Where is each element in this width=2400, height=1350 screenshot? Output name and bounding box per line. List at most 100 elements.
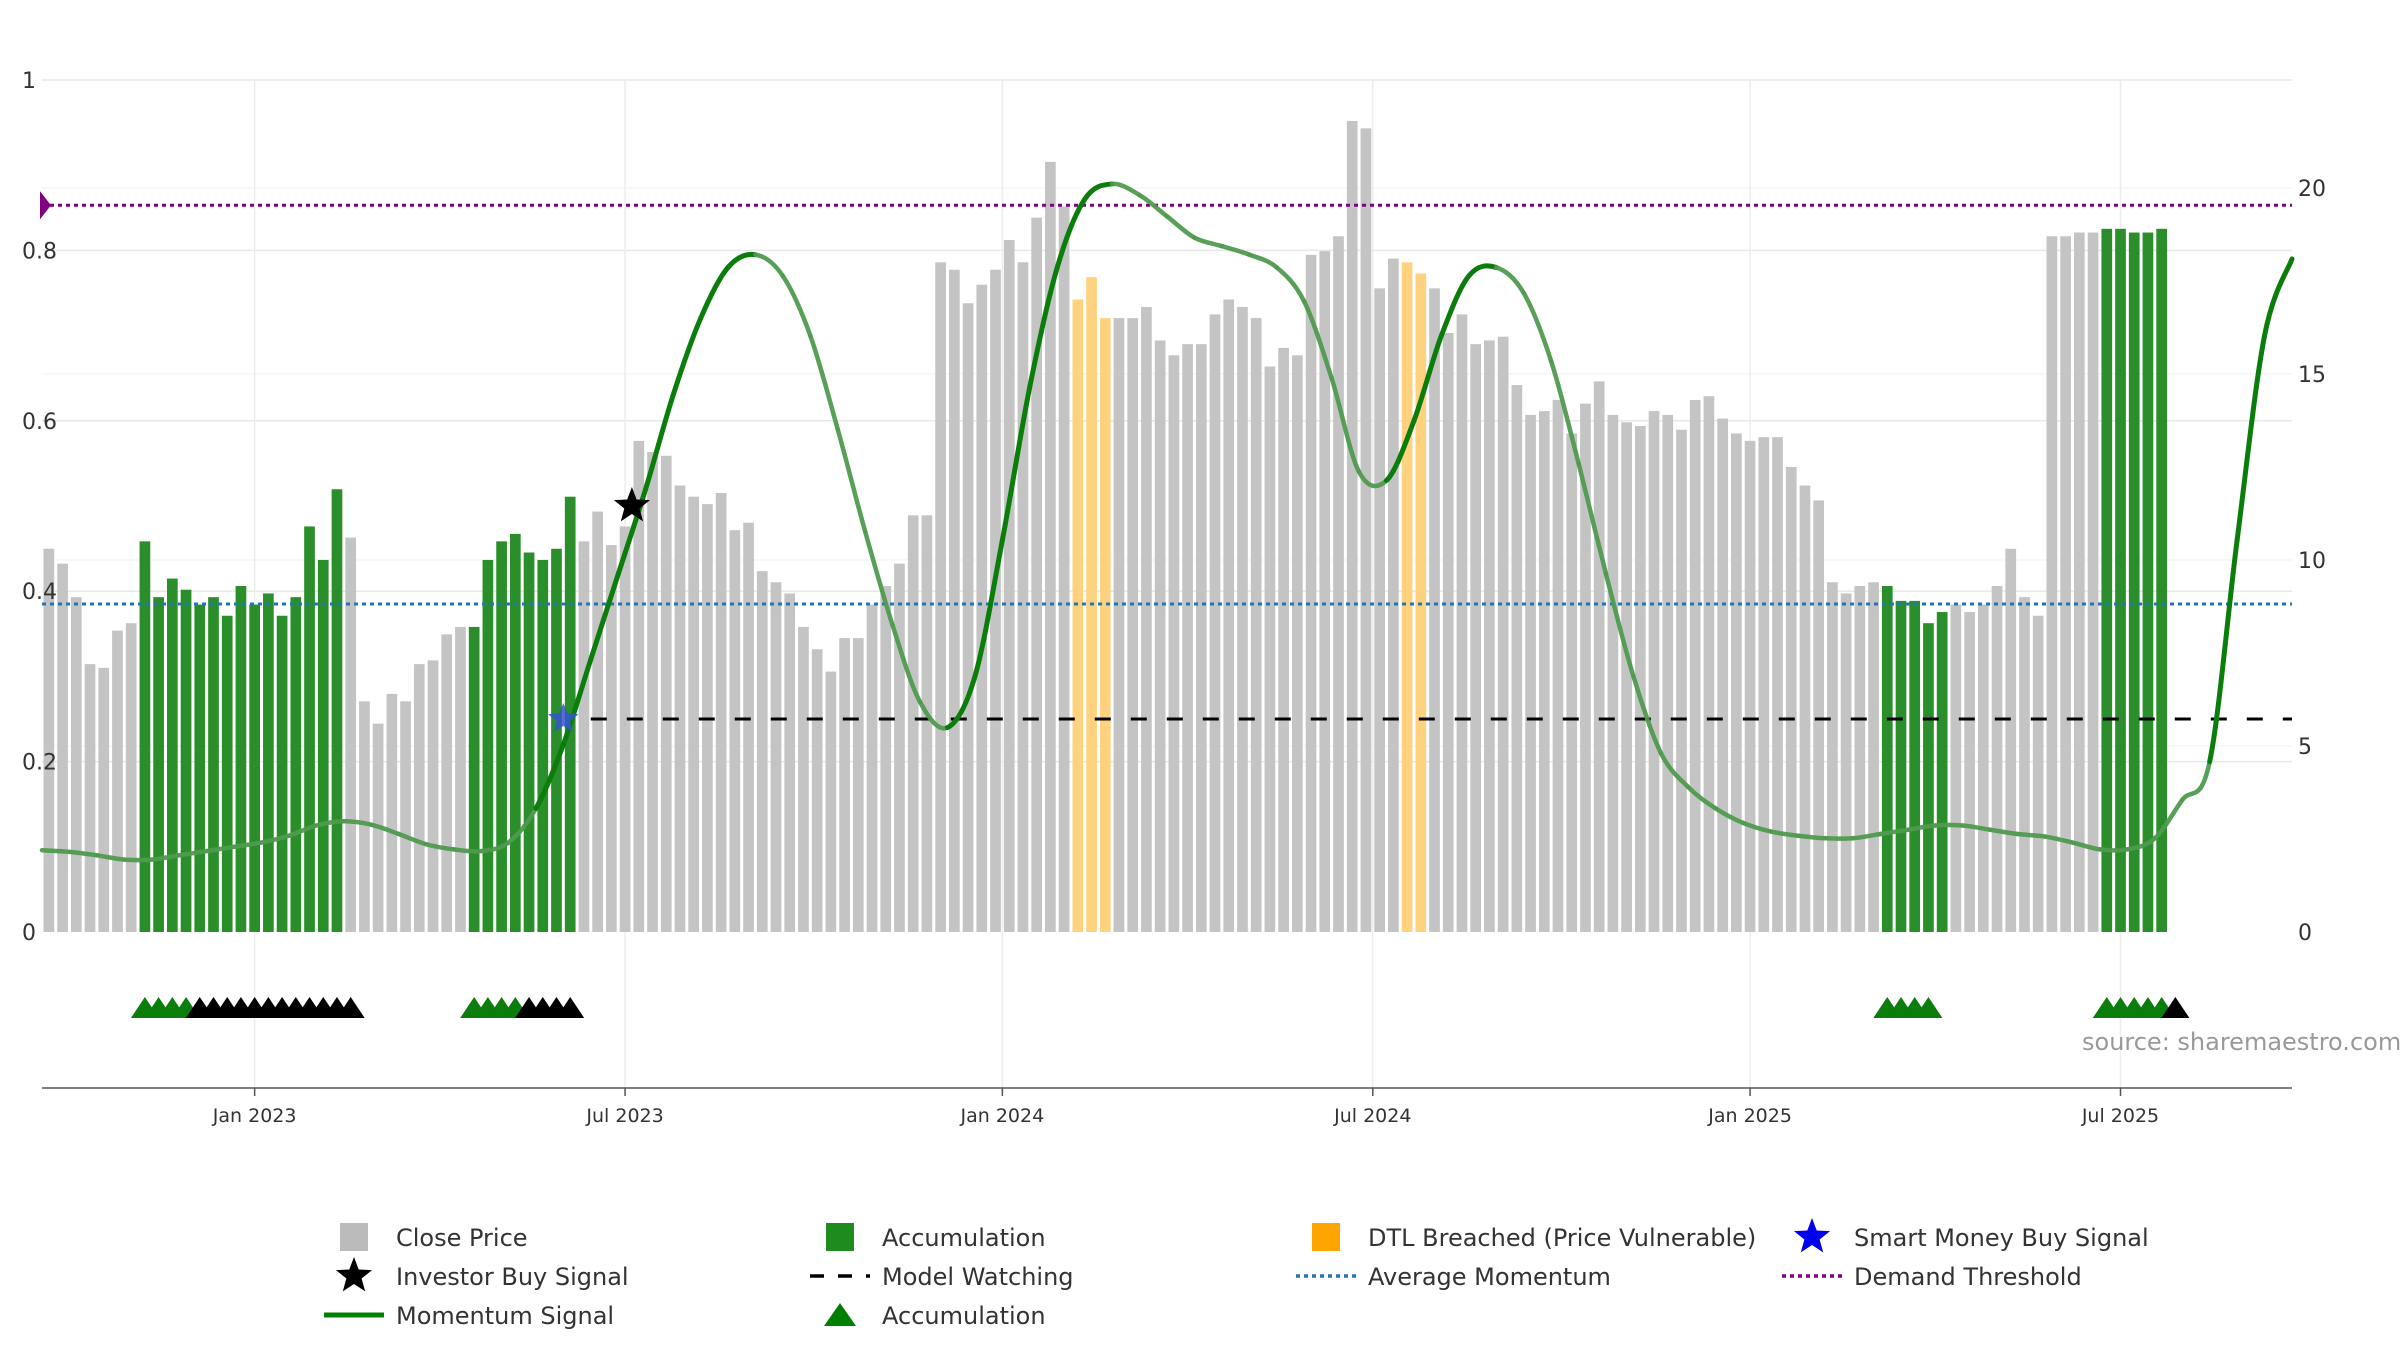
momentum-signal-segment-faded bbox=[122, 857, 155, 863]
close-price-bar bbox=[1717, 418, 1728, 932]
close-price-bar bbox=[1566, 433, 1578, 932]
accumulation-bar bbox=[317, 559, 329, 932]
investor-buy-signal-star bbox=[613, 487, 650, 522]
close-price-bar bbox=[1209, 314, 1221, 932]
momentum-signal-segment-faded bbox=[1987, 827, 2020, 837]
accumulation-bar bbox=[509, 533, 521, 932]
close-price-bar bbox=[660, 455, 672, 932]
close-price-bar bbox=[1429, 288, 1440, 932]
accumulation-bar bbox=[2115, 228, 2126, 933]
left-tick-label: 0.4 bbox=[22, 580, 57, 605]
momentum-signal-segment-faded bbox=[1164, 214, 1197, 240]
accumulation-bar bbox=[482, 559, 494, 932]
reference-lines bbox=[40, 191, 2292, 721]
close-price-bar bbox=[674, 485, 686, 932]
close-price-bar bbox=[1058, 206, 1070, 933]
close-price-bar bbox=[1840, 593, 1852, 932]
x-tick-label: Jul 2023 bbox=[585, 1105, 663, 1127]
momentum-signal-segment-faded bbox=[2015, 831, 2048, 839]
momentum-signal-segment bbox=[972, 537, 1005, 679]
legend: Close Price Accumulation DTL Breached (Pri… bbox=[324, 1218, 2149, 1330]
close-price-bar bbox=[112, 630, 123, 932]
momentum-signal-segment-faded bbox=[423, 841, 456, 852]
accumulation-bar bbox=[523, 552, 535, 932]
legend-item: Demand Threshold bbox=[1782, 1263, 2082, 1291]
close-price-bar bbox=[1662, 414, 1674, 932]
legend-star-icon bbox=[335, 1257, 373, 1292]
close-price-bar bbox=[98, 667, 110, 932]
close-price-bar bbox=[1593, 381, 1605, 933]
momentum-signal-segment-faded bbox=[1933, 822, 1965, 828]
momentum-signal-segment-faded bbox=[1713, 806, 1746, 826]
momentum-signal-segment-faded bbox=[478, 840, 511, 854]
close-price-bar bbox=[1017, 262, 1029, 932]
right-tick-label: 15 bbox=[2298, 363, 2326, 388]
legend-triangle-icon bbox=[824, 1303, 856, 1326]
close-price-bar bbox=[1744, 440, 1756, 932]
momentum-signal-segment-faded bbox=[1878, 827, 1911, 837]
close-price-bar bbox=[962, 303, 974, 932]
close-price-bar bbox=[1799, 485, 1811, 932]
close-price-bar bbox=[1470, 344, 1482, 932]
accumulation-bar bbox=[1936, 612, 1948, 932]
momentum-signal-segment-faded bbox=[1521, 290, 1554, 364]
momentum-signal-segment bbox=[615, 486, 649, 577]
close-price-bar bbox=[811, 649, 823, 932]
close-price-bar bbox=[1319, 251, 1331, 932]
momentum-signal-segment-faded bbox=[204, 844, 237, 854]
close-price-bar bbox=[427, 660, 439, 932]
accumulation-triangle bbox=[1914, 997, 1943, 1018]
close-price-bar bbox=[2087, 232, 2099, 932]
accumulation-bar bbox=[551, 548, 562, 932]
momentum-signal-segment-faded bbox=[1658, 750, 1691, 790]
accumulation-bar bbox=[468, 626, 480, 932]
dtl-breached-bar bbox=[1401, 262, 1413, 932]
accumulation-bar bbox=[496, 541, 507, 932]
momentum-signal-segment-faded bbox=[396, 831, 429, 847]
accumulation-bar bbox=[1895, 600, 1907, 932]
momentum-signal-segment bbox=[643, 392, 676, 492]
momentum-signal-segment-faded bbox=[862, 529, 895, 628]
momentum-signal-segment-faded bbox=[1274, 265, 1307, 304]
legend-swatch bbox=[1312, 1223, 1340, 1251]
accumulation-bar bbox=[2128, 232, 2140, 932]
momentum-signal-segment bbox=[1082, 181, 1115, 202]
close-price-bar bbox=[43, 548, 55, 932]
close-price-bar bbox=[1141, 306, 1152, 932]
legend-label: DTL Breached (Price Vulnerable) bbox=[1368, 1224, 1756, 1252]
x-tick-label: Jul 2024 bbox=[1333, 1105, 1411, 1127]
close-price-bar bbox=[688, 496, 700, 932]
momentum-signal-segment-faded bbox=[231, 840, 264, 850]
close-price-bar bbox=[1154, 340, 1166, 933]
close-price-bar bbox=[743, 522, 754, 932]
close-price-bar bbox=[1813, 500, 1825, 932]
close-price-bar bbox=[70, 597, 82, 932]
close-price-bar bbox=[1250, 318, 1262, 932]
dtl-breached-bar bbox=[1099, 318, 1111, 932]
momentum-signal-segment bbox=[2207, 537, 2240, 765]
close-price-bar bbox=[990, 269, 1001, 933]
momentum-signal bbox=[39, 181, 2295, 863]
momentum-signal-segment-faded bbox=[451, 847, 484, 854]
close-price-bar bbox=[386, 693, 398, 932]
momentum-signal-segment bbox=[698, 264, 731, 322]
legend-item: Average Momentum bbox=[1296, 1263, 1611, 1291]
close-price-bar bbox=[1484, 340, 1495, 933]
legend-label: Close Price bbox=[396, 1224, 528, 1252]
close-price-bar bbox=[1964, 612, 1975, 932]
accumulation-bar bbox=[290, 597, 302, 932]
accumulation-bar bbox=[180, 589, 192, 932]
accumulation-bar bbox=[153, 597, 164, 932]
momentum-signal-segment-faded bbox=[67, 849, 100, 858]
momentum-signal-segment-faded bbox=[259, 833, 292, 845]
momentum-signal-segment-faded bbox=[835, 427, 868, 534]
close-price-bar bbox=[1442, 332, 1454, 933]
accumulation-bar bbox=[2156, 228, 2168, 933]
close-price-bar bbox=[1264, 366, 1276, 932]
momentum-signal-segment-faded bbox=[39, 847, 72, 855]
momentum-signal-segment-faded bbox=[1494, 265, 1526, 296]
legend-item: Accumulation bbox=[826, 1223, 1046, 1252]
close-price-bar bbox=[1731, 433, 1742, 932]
momentum-signal-segment-faded bbox=[2097, 847, 2130, 853]
momentum-signal-segment-faded bbox=[1768, 829, 1801, 838]
